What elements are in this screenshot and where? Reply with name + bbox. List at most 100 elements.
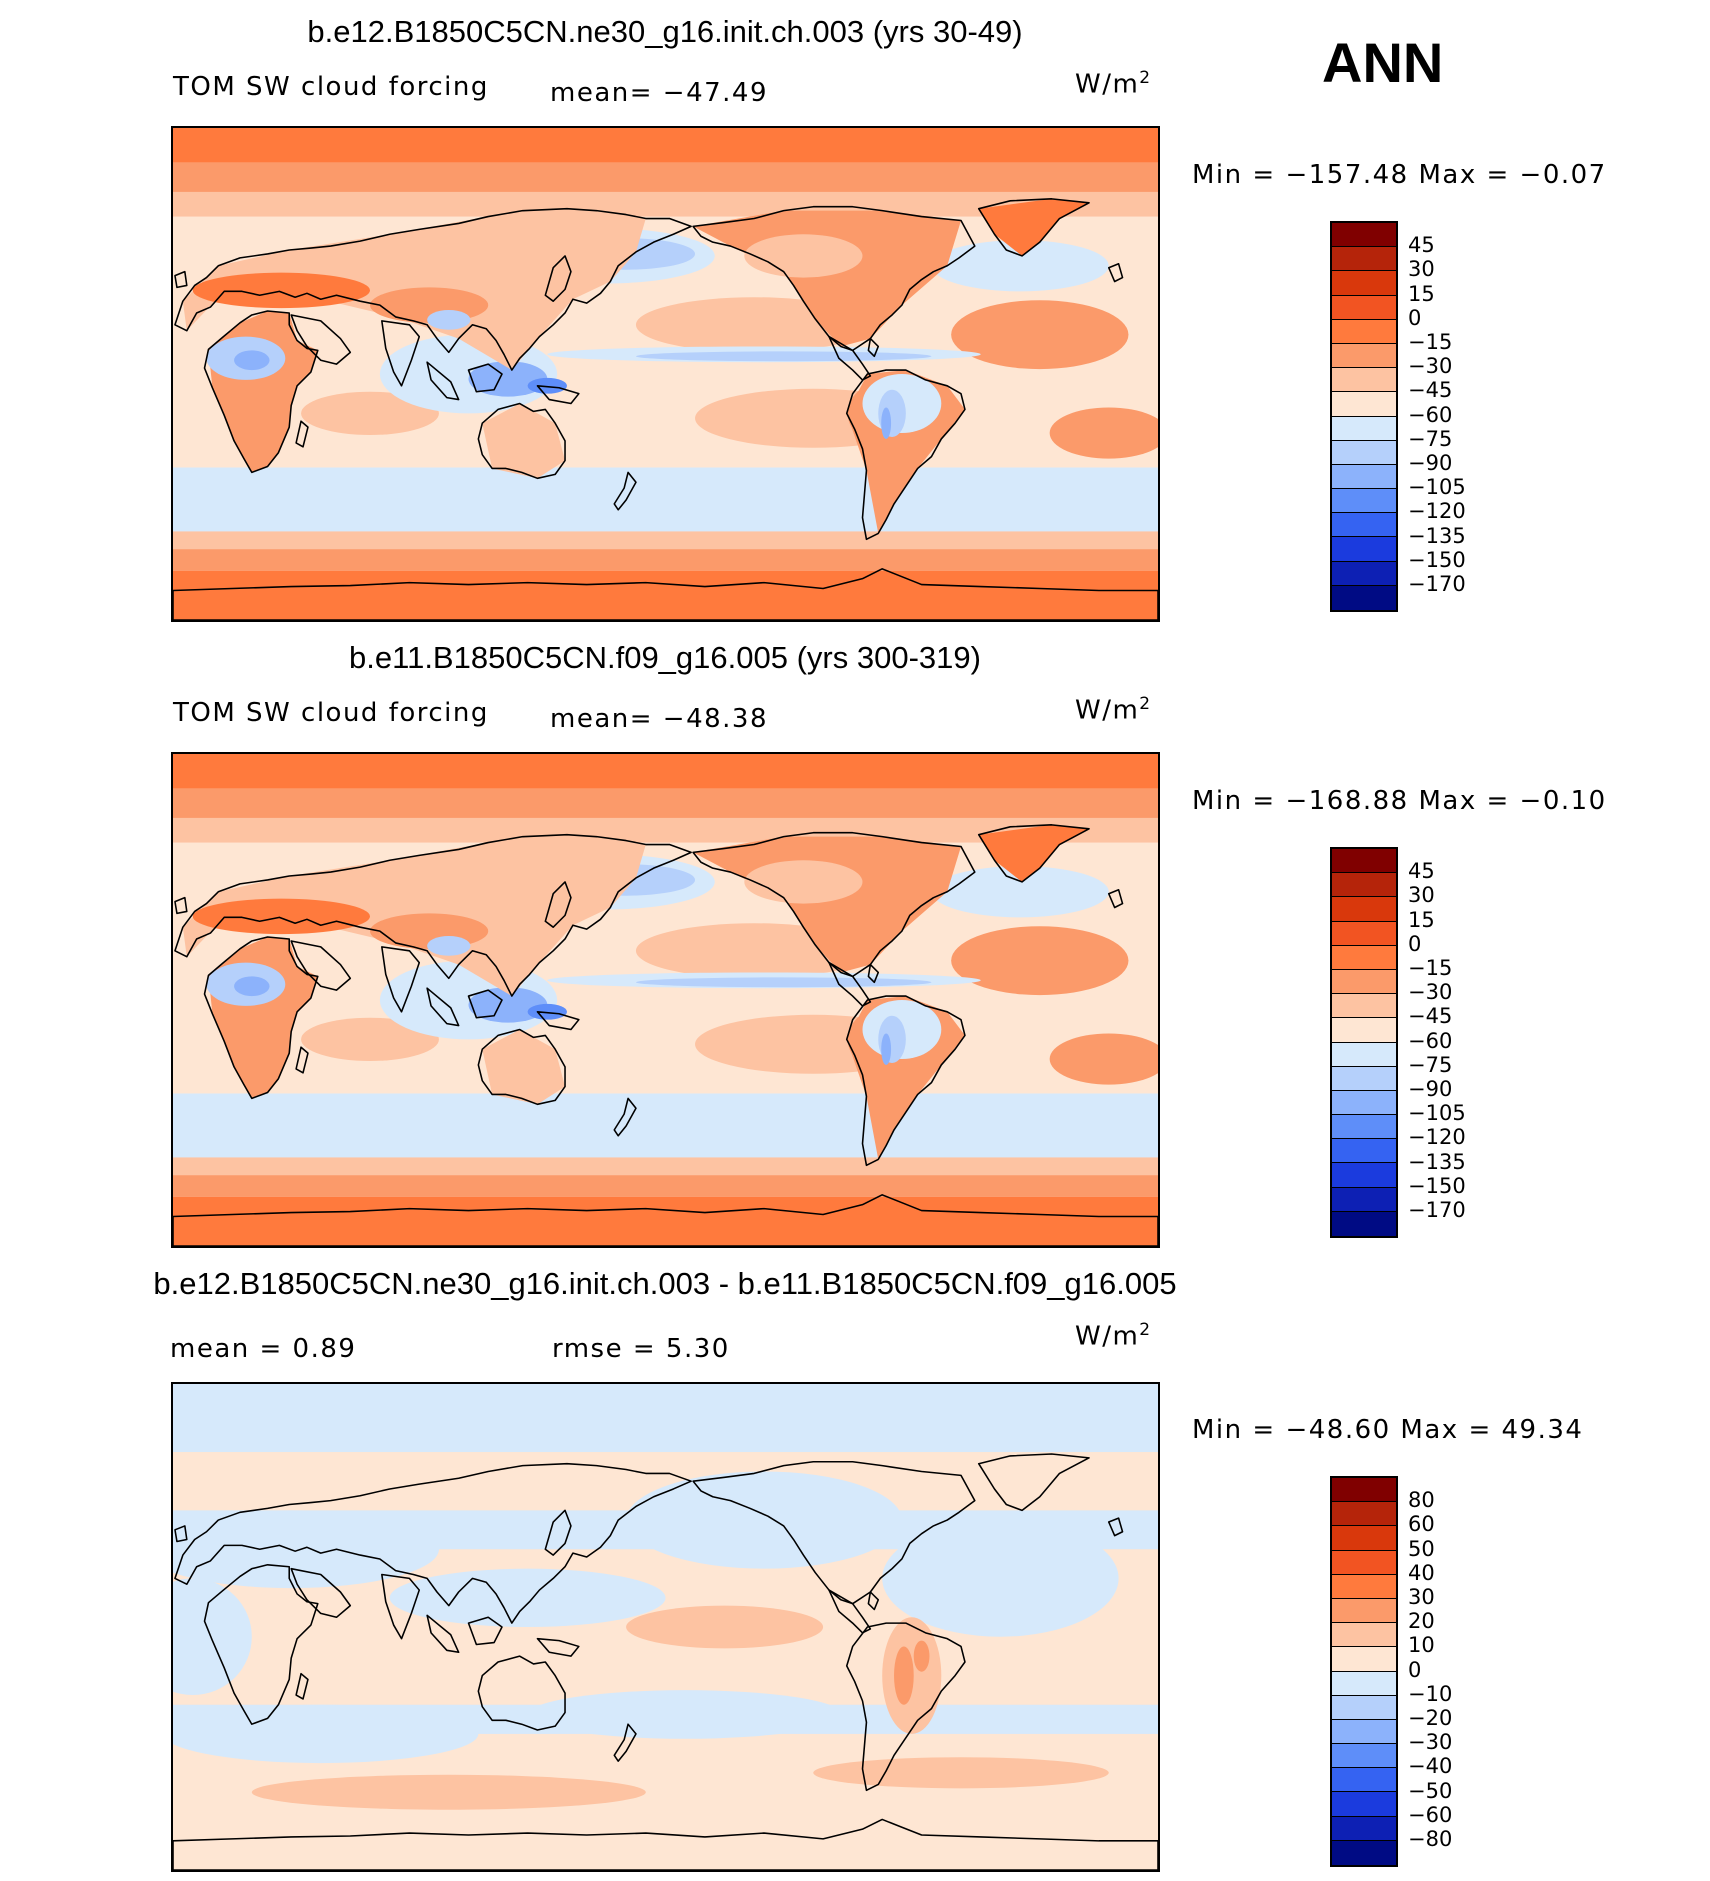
coastline [174,270,188,289]
coastline [290,940,352,991]
colorbar-tick-label: 30 [1408,883,1435,908]
coastline [173,568,1158,620]
units-label: W/m2 [1075,694,1152,726]
coastline [381,1573,421,1640]
colorbar-swatch [1332,1719,1396,1745]
coastline [174,1525,188,1543]
colorbar-tick-label: −105 [1408,1101,1466,1126]
colorbar-swatch [1332,416,1396,441]
antarctic-band [173,1196,1158,1246]
south-atlantic-stratocumulus [1049,407,1158,459]
map-plot [171,126,1160,622]
southern-band-2 [173,1175,1158,1197]
colorbar-swatch [1332,873,1396,898]
colorbar-swatch [1332,969,1396,995]
colorbar-tick-label: 60 [1408,1512,1435,1537]
coastline [613,471,637,511]
strong-positive-patch [913,1640,930,1672]
coastline [174,207,692,371]
season-label: ANN [1322,31,1444,94]
colorbar-swatch [1332,1792,1396,1817]
colorbar-tick-label: −30 [1408,980,1453,1005]
colorbar-swatch [1332,1744,1396,1769]
colorbar-swatch [1332,1550,1396,1575]
coastline [173,1194,1158,1246]
colorbar-tick-label: −170 [1408,572,1466,596]
coastline [1107,1517,1124,1537]
itcz-core [635,977,932,988]
colorbar-tick-label: −40 [1408,1754,1453,1779]
mean-label: mean= −47.49 [550,78,769,108]
colorbar [1330,1476,1398,1867]
tibet-cloud [427,936,471,956]
colorbar-tick-label: −150 [1408,547,1466,572]
coastline [692,831,976,978]
coastline [544,1509,572,1556]
colorbar-swatch [1332,945,1396,970]
colorbar-tick-label: −90 [1408,451,1453,475]
coastline [828,335,872,381]
colorbar-swatch [1332,1647,1396,1672]
colorbar-tick-label: 10 [1408,1633,1435,1658]
south-atlantic-stratocumulus [1049,1033,1158,1085]
colorbar-swatch [1332,1066,1396,1091]
coastline [174,833,692,997]
congo-cloud-core [234,350,270,371]
coastline [867,1591,880,1611]
north-atlantic-cloud-band [931,240,1109,292]
colorbar-tick-label: −30 [1408,1730,1453,1755]
units-label: W/m2 [1075,68,1152,100]
subarctic-band [173,788,1158,818]
southern-band [173,1157,1158,1176]
colorbar-swatch [1332,247,1396,272]
colorbar-swatch [1332,994,1396,1019]
colorbar-swatch [1332,368,1396,393]
australia-land-shading [482,1029,566,1105]
colorbar-swatch [1332,271,1396,296]
colorbar-swatch [1332,1139,1396,1164]
colorbar-swatch [1332,1598,1396,1624]
colorbar-swatch [1332,392,1396,417]
colorbar-swatch [1332,1840,1396,1865]
colorbar-swatch [1332,1768,1396,1793]
colorbar-swatch [1332,440,1396,465]
colorbar-swatch [1332,585,1396,610]
coastline [477,1655,566,1731]
min-max-label: Min = −168.88 Max = −0.10 [1192,786,1607,816]
colorbar-tick-label: −75 [1408,426,1453,451]
arctic-band [173,128,1158,163]
colorbar-tick-label: −135 [1408,523,1466,548]
colorbar-tick-label: 0 [1408,305,1422,330]
coastline [295,420,309,448]
colorbar-tick-label: 40 [1408,1560,1435,1585]
negative-anomaly-patch [173,1510,439,1589]
colorbar-swatch [1332,1695,1396,1720]
colorbar-tick-label: −15 [1408,330,1453,354]
southern-band-2 [173,549,1158,571]
colorbar-tick-label: 20 [1408,1609,1435,1634]
colorbar-swatch [1332,1478,1396,1503]
colorbar-tick-label: −150 [1408,1173,1466,1198]
negative-anomaly-patch [173,1704,479,1764]
coastline [867,963,880,984]
colorbar-tick-label: −45 [1408,378,1453,403]
variable-label: TOM SW cloud forcing [173,72,489,102]
colorbar-swatch [1332,1502,1396,1527]
tibet-cloud [427,310,471,330]
coastline [426,361,460,401]
subarctic-band [173,162,1158,192]
colorbar-swatch [1332,1211,1396,1236]
north-america-interior [744,860,863,904]
north-atlantic-subtropics [951,926,1129,996]
colorbar-tick-label: −60 [1408,1028,1453,1053]
coastline [295,1046,309,1074]
mean-label: mean= −48.38 [550,704,769,734]
coastline [174,1462,692,1624]
colorbar-tick-label: −30 [1408,354,1453,379]
north-atlantic-cloud-band [931,866,1109,918]
coastline [174,896,188,915]
coastline [536,1637,580,1657]
coastline [613,1097,637,1137]
colorbar-swatch [1332,223,1396,248]
colorbar-tick-label: 0 [1408,931,1422,956]
